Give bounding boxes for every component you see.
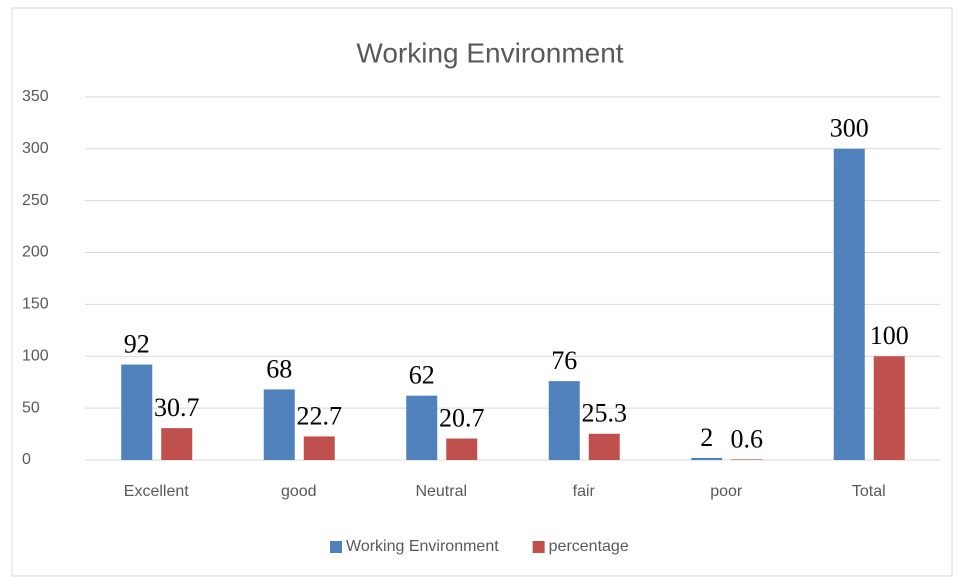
bar: [691, 457, 723, 460]
legend-swatch: [330, 541, 342, 553]
bar: [731, 459, 763, 460]
bar: [303, 436, 335, 460]
data-label: 30.7: [154, 393, 200, 422]
x-tick-label: poor: [710, 483, 743, 500]
y-tick-label: 150: [22, 296, 49, 313]
data-label: 68: [266, 354, 292, 383]
chart-title: Working Environment: [356, 37, 623, 68]
y-tick-label: 200: [22, 244, 49, 261]
y-tick-label: 350: [22, 88, 49, 105]
legend-label: percentage: [549, 538, 629, 555]
bar: [446, 438, 478, 460]
y-tick-label: 0: [22, 451, 31, 468]
x-tick-label: Excellent: [124, 483, 189, 500]
chart-frame: [11, 7, 953, 577]
bar: [161, 428, 193, 460]
data-label: 20.7: [439, 403, 485, 432]
bar: [873, 356, 905, 460]
data-label: 2: [700, 423, 713, 452]
y-tick-label: 250: [22, 192, 49, 209]
data-label: 22.7: [297, 401, 343, 430]
bar: [263, 389, 295, 460]
x-tick-label: Neutral: [415, 483, 467, 500]
bar: [121, 364, 153, 460]
x-tick-label: fair: [573, 483, 596, 500]
data-label: 92: [124, 330, 150, 359]
data-label: 25.3: [582, 399, 628, 428]
bar: [548, 381, 580, 460]
data-label: 0.6: [731, 424, 764, 453]
bar: [588, 433, 620, 460]
bar: [833, 148, 865, 460]
y-tick-label: 50: [22, 399, 40, 416]
data-label: 62: [409, 361, 435, 390]
data-label: 300: [830, 114, 869, 143]
x-tick-label: Total: [852, 483, 886, 500]
y-tick-label: 300: [22, 140, 49, 157]
data-label: 100: [870, 321, 909, 350]
x-tick-label: good: [281, 483, 317, 500]
legend-label: Working Environment: [346, 538, 499, 555]
data-label: 76: [551, 346, 577, 375]
y-tick-label: 100: [22, 347, 49, 364]
bar: [406, 395, 438, 460]
legend-swatch: [532, 541, 545, 553]
